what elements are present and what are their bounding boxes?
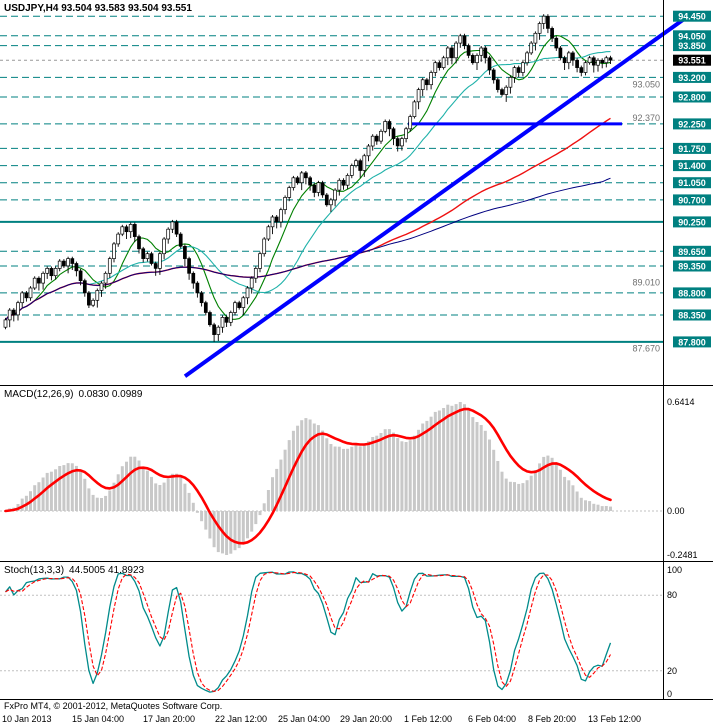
stoch-name: Stoch(13,3,3) — [4, 565, 65, 576]
time-axis-label: 17 Jan 20:00 — [143, 714, 196, 724]
svg-text:93.551: 93.551 — [678, 56, 706, 66]
time-axis-label: 15 Jan 04:00 — [72, 714, 125, 724]
svg-text:89.650: 89.650 — [678, 247, 706, 257]
stoch-values: 44.5005 41.8923 — [69, 565, 145, 576]
time-axis-label: 29 Jan 20:00 — [340, 714, 393, 724]
time-axis-label: 8 Feb 20:00 — [528, 714, 577, 724]
macd-name: MACD(12,26,9) — [4, 389, 74, 400]
price-badge: 91.750 — [673, 142, 711, 154]
macd-indicator-label: MACD(12,26,9) 0.0830 0.0989 — [4, 389, 142, 400]
svg-text:94.050: 94.050 — [678, 31, 706, 41]
macd-histogram — [4, 402, 612, 555]
price-badge: 91.400 — [673, 160, 711, 172]
price-badge: 88.800 — [673, 287, 711, 299]
svg-text:20: 20 — [667, 666, 677, 676]
price-badge: 93.200 — [673, 71, 711, 83]
main-price-chart[interactable]: 93.050 92.370 89.010 87.670 94.450 94.05093.8… — [0, 0, 713, 386]
time-axis-label: 1 Feb 12:00 — [404, 714, 453, 724]
svg-text:91.750: 91.750 — [678, 144, 706, 154]
svg-text:88.800: 88.800 — [678, 288, 706, 298]
stoch-d-line — [5, 571, 611, 692]
time-axis-label: 13 Feb 12:00 — [588, 714, 642, 724]
svg-text:0: 0 — [667, 689, 672, 699]
time-axis-label: 6 Feb 04:00 — [468, 714, 517, 724]
svg-text:93.200: 93.200 — [678, 73, 706, 83]
macd-axis-labels: 0.6414 0.00 -0.2481 — [667, 397, 698, 560]
svg-text:90.700: 90.700 — [678, 195, 706, 205]
svg-text:93.850: 93.850 — [678, 41, 706, 51]
svg-text:89.010: 89.010 — [632, 278, 660, 288]
candles — [3, 14, 613, 342]
stoch-k-line — [4, 571, 612, 693]
stochastic-indicator-chart[interactable]: 100 80 20 0 — [0, 562, 713, 700]
time-axis-label: 25 Jan 04:00 — [278, 714, 331, 724]
trendline — [183, 14, 690, 378]
stochastic-indicator-label: Stoch(13,3,3) 44.5005 41.8923 — [4, 565, 144, 576]
svg-text:92.800: 92.800 — [678, 93, 706, 103]
price-badge: 89.350 — [673, 260, 711, 272]
price-badge: 87.800 — [673, 336, 711, 348]
price-badge: 90.250 — [673, 216, 711, 228]
price-badge: 94.050 — [673, 30, 711, 42]
svg-text:92.370: 92.370 — [632, 113, 660, 123]
svg-text:89.350: 89.350 — [678, 262, 706, 272]
svg-text:90.250: 90.250 — [678, 217, 706, 227]
price-badge: 94.450 — [673, 10, 711, 22]
time-axis-label: 22 Jan 12:00 — [215, 714, 268, 724]
macd-values: 0.0830 0.0989 — [78, 389, 143, 400]
svg-text:0.6414: 0.6414 — [667, 397, 695, 407]
price-badge: 92.250 — [673, 118, 711, 130]
price-badge: 91.050 — [673, 177, 711, 189]
svg-text:93.050: 93.050 — [632, 80, 660, 90]
macd-indicator-chart[interactable]: 0.6414 0.00 -0.2481 — [0, 386, 713, 562]
moving-averages — [4, 34, 611, 321]
svg-text:87.670: 87.670 — [632, 343, 660, 353]
svg-text:87.800: 87.800 — [678, 337, 706, 347]
svg-text:100: 100 — [667, 565, 682, 575]
macd-signal-line — [4, 407, 612, 545]
svg-text:-0.2481: -0.2481 — [667, 550, 698, 560]
svg-text:88.350: 88.350 — [678, 311, 706, 321]
stoch-guide-levels — [0, 594, 663, 672]
price-badge: 92.800 — [673, 91, 711, 103]
svg-text:91.400: 91.400 — [678, 161, 706, 171]
price-badge: 90.700 — [673, 194, 711, 206]
time-axis-label: 10 Jan 2013 — [2, 714, 52, 724]
svg-text:80: 80 — [667, 590, 677, 600]
price-badge: 93.850 — [673, 40, 711, 52]
copyright-notice: FxPro MT4, © 2001-2012, MetaQuotes Softw… — [4, 701, 223, 711]
stoch-axis-labels: 100 80 20 0 — [667, 565, 682, 699]
price-badge: 93.551 — [673, 54, 711, 66]
svg-text:0.00: 0.00 — [667, 506, 685, 516]
time-axis[interactable]: FxPro MT4, © 2001-2012, MetaQuotes Softw… — [0, 700, 713, 728]
price-axis-labels: 93.050 92.370 89.010 87.670 — [632, 80, 660, 354]
price-badge: 89.650 — [673, 245, 711, 257]
svg-text:91.050: 91.050 — [678, 178, 706, 188]
price-badge: 88.350 — [673, 309, 711, 321]
chart-symbol-title: USDJPY,H4 93.504 93.583 93.504 93.551 — [4, 3, 192, 14]
price-levels — [0, 15, 663, 343]
svg-text:94.450: 94.450 — [678, 12, 706, 22]
svg-text:92.250: 92.250 — [678, 119, 706, 129]
